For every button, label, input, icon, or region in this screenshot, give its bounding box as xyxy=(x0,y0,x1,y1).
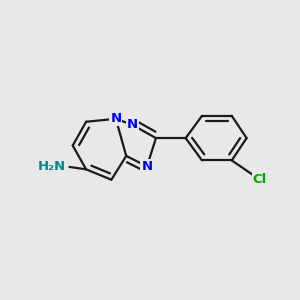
Text: N: N xyxy=(127,118,138,131)
Text: N: N xyxy=(110,112,122,125)
Text: N: N xyxy=(142,160,153,173)
Text: H₂N: H₂N xyxy=(38,160,66,173)
Text: Cl: Cl xyxy=(253,173,267,186)
